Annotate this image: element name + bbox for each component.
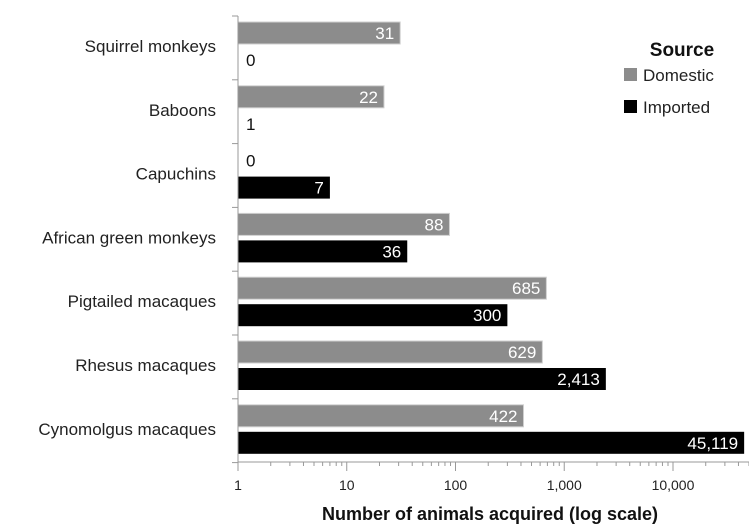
bar-domestic-pigtailed-macaques xyxy=(237,276,547,300)
legend: Source Domestic Imported xyxy=(624,40,714,117)
category-label-squirrel-monkeys: Squirrel monkeys xyxy=(85,37,216,56)
category-label-cynomolgus-macaques: Cynomolgus macaques xyxy=(38,420,216,439)
bar-label-imported-african-green-monkeys: 36 xyxy=(382,242,401,261)
x-tick-label: 1 xyxy=(234,477,242,493)
x-tick-label: 100 xyxy=(444,477,468,493)
bar-imported-pigtailed-macaques xyxy=(238,304,508,327)
category-label-pigtailed-macaques: Pigtailed macaques xyxy=(68,292,216,311)
bar-label-imported-pigtailed-macaques: 300 xyxy=(473,306,501,325)
bar-imported-rhesus-macaques xyxy=(238,368,606,390)
bar-imported-african-green-monkeys xyxy=(238,240,408,263)
bar-label-imported-cynomolgus-macaques: 45,119 xyxy=(687,434,738,453)
bar-label-imported-baboons: 1 xyxy=(246,115,255,134)
bars-layer: 31 0 22 1 0 7 88 36 685 300 629 2,413 422 45,119 xyxy=(237,21,745,454)
bar-label-domestic-squirrel-monkeys: 31 xyxy=(375,24,394,43)
bar-label-imported-squirrel-monkeys: 0 xyxy=(246,51,255,70)
x-axis: 1 10 100 1,000 10,000 xyxy=(232,15,749,493)
bar-domestic-african-green-monkeys xyxy=(237,212,450,236)
bar-label-domestic-rhesus-macaques: 629 xyxy=(508,343,536,362)
bar-imported-cynomolgus-macaques xyxy=(238,431,745,454)
category-label-rhesus-macaques: Rhesus macaques xyxy=(75,356,216,375)
category-label-capuchins: Capuchins xyxy=(136,165,216,184)
bar-label-domestic-baboons: 22 xyxy=(359,88,378,107)
x-tick-label: 10,000 xyxy=(652,477,695,493)
x-tick-label: 1,000 xyxy=(547,477,582,493)
bar-label-imported-rhesus-macaques: 2,413 xyxy=(557,370,600,389)
category-labels: Squirrel monkeys Baboons Capuchins African … xyxy=(38,37,216,439)
bar-imported-capuchins xyxy=(238,176,330,199)
category-label-african-green-monkeys: African green monkeys xyxy=(42,228,216,247)
x-axis-label: Number of animals acquired (log scale) xyxy=(322,504,658,524)
bar-label-domestic-cynomolgus-macaques: 422 xyxy=(489,407,517,426)
bar-label-domestic-african-green-monkeys: 88 xyxy=(425,215,444,234)
x-tick-label: 10 xyxy=(339,477,355,493)
legend-label-imported: Imported xyxy=(643,98,710,117)
category-label-baboons: Baboons xyxy=(149,101,216,120)
legend-label-domestic: Domestic xyxy=(643,66,714,85)
legend-swatch-imported xyxy=(624,100,637,113)
bar-label-domestic-capuchins: 0 xyxy=(246,152,255,171)
bar-label-imported-capuchins: 7 xyxy=(314,179,323,198)
bar-domestic-rhesus-macaques xyxy=(237,340,543,364)
legend-title: Source xyxy=(650,40,714,61)
bar-label-domestic-pigtailed-macaques: 685 xyxy=(512,279,540,298)
legend-swatch-domestic xyxy=(624,68,637,81)
bar-domestic-cynomolgus-macaques xyxy=(237,404,524,428)
